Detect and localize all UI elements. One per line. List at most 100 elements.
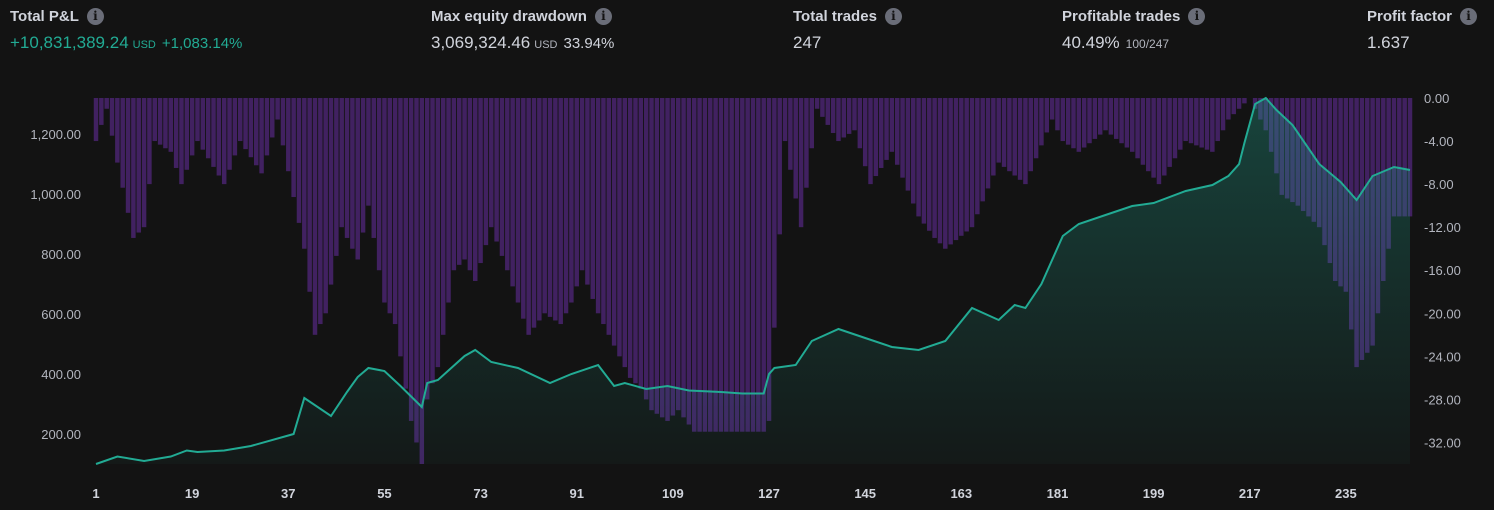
info-icon[interactable]: i <box>86 8 104 25</box>
drawdown-bar <box>221 98 227 185</box>
drawdown-bar <box>1023 98 1028 185</box>
drawdown-bar <box>1156 98 1162 185</box>
drawdown-bar <box>1210 98 1215 152</box>
drawdown-bar <box>574 98 579 287</box>
drawdown-bar <box>526 98 531 335</box>
drawdown-bar <box>125 98 131 213</box>
equity-area <box>96 98 1410 464</box>
drawdown-bar <box>387 98 393 314</box>
stat-value: 1.637 <box>1367 33 1410 52</box>
drawdown-bar <box>1097 98 1103 135</box>
drawdown-bar <box>515 98 521 303</box>
stat-value: 40.49% <box>1062 33 1120 52</box>
drawdown-bar <box>697 98 702 432</box>
drawdown-bar <box>1033 98 1039 159</box>
drawdown-bar <box>884 98 889 160</box>
drawdown-bar <box>494 98 499 242</box>
drawdown-bar <box>1039 98 1044 146</box>
x-axis: 1 19 37 55 73 91 109 127 145 163 181 199 217 235 <box>92 486 1356 501</box>
drawdown-bar <box>1215 98 1220 142</box>
stat-unit: USD <box>132 39 156 51</box>
drawdown-bar <box>1391 98 1397 217</box>
drawdown-bar <box>841 98 847 138</box>
x-tick-label: 19 <box>185 486 199 501</box>
stats-bar: Total P&L i +10,831,389.24 USD +1,083.14% … <box>0 0 1494 70</box>
drawdown-bar <box>339 98 344 228</box>
drawdown-bar <box>152 98 157 142</box>
drawdown-bar <box>659 98 665 418</box>
drawdown-bar <box>1076 98 1082 152</box>
drawdown-bar <box>537 98 542 321</box>
drawdown-bar <box>921 98 927 224</box>
drawdown-bar <box>996 98 1001 163</box>
stat-label: Profitable trades <box>1062 8 1181 25</box>
drawdown-bar <box>510 98 515 287</box>
drawdown-bar <box>456 98 462 265</box>
drawdown-bar <box>1407 98 1413 217</box>
drawdown-bar <box>1119 98 1124 144</box>
drawdown-bar <box>633 98 638 384</box>
drawdown-bar <box>270 98 275 138</box>
x-tick-label: 163 <box>950 486 972 501</box>
x-tick-label: 55 <box>377 486 391 501</box>
drawdown-bar <box>927 98 932 231</box>
drawdown-bar <box>227 98 232 170</box>
drawdown-bar <box>1183 98 1188 142</box>
drawdown-bar <box>355 98 360 260</box>
drawdown-bar <box>563 98 569 314</box>
drawdown-bar <box>1236 98 1242 109</box>
drawdown-bar <box>1124 98 1130 148</box>
drawdown-bar <box>1055 98 1060 131</box>
info-icon[interactable]: i <box>1188 8 1206 25</box>
drawdown-bar <box>163 98 168 149</box>
drawdown-bar <box>232 98 238 156</box>
drawdown-bar <box>793 98 798 199</box>
drawdown-bar <box>1220 98 1226 131</box>
drawdown-bar <box>558 98 563 325</box>
drawdown-bar <box>1113 98 1119 139</box>
drawdown-bar <box>115 98 120 163</box>
drawdown-bar <box>670 98 676 416</box>
right-tick-label: -16.00 <box>1424 263 1461 278</box>
drawdown-bar <box>713 98 718 432</box>
drawdown-bar <box>1204 98 1210 150</box>
drawdown-bar <box>243 98 248 150</box>
drawdown-bar <box>451 98 457 271</box>
drawdown-bar <box>467 98 473 271</box>
drawdown-bar <box>862 98 868 167</box>
drawdown-bar <box>734 98 740 432</box>
drawdown-bar <box>809 98 814 149</box>
drawdown-bar <box>307 98 312 292</box>
drawdown-bar <box>1397 98 1402 217</box>
stat-sub: 33.94% <box>563 35 615 52</box>
drawdown-bar <box>718 98 724 432</box>
drawdown-bar <box>585 98 590 285</box>
drawdown-bar <box>318 98 323 325</box>
drawdown-bar <box>1146 98 1151 172</box>
info-icon[interactable]: i <box>594 8 612 25</box>
drawdown-bar <box>975 98 980 215</box>
drawdown-bar <box>547 98 553 317</box>
drawdown-bar <box>136 98 141 233</box>
drawdown-bar <box>601 98 606 325</box>
drawdown-bar <box>1092 98 1098 139</box>
drawdown-bar <box>200 98 206 150</box>
left-tick-label: 1,000.00 <box>30 187 81 202</box>
drawdown-bar <box>1108 98 1114 135</box>
drawdown-bar <box>654 98 660 414</box>
drawdown-bar <box>168 98 174 152</box>
drawdown-bar <box>788 98 793 170</box>
info-icon[interactable]: i <box>884 8 902 25</box>
drawdown-bar <box>403 98 409 389</box>
x-tick-label: 109 <box>662 486 684 501</box>
drawdown-bar <box>953 98 959 241</box>
info-icon[interactable]: i <box>1460 8 1478 25</box>
drawdown-bar <box>179 98 184 185</box>
drawdown-bar <box>147 98 152 185</box>
x-tick-label: 235 <box>1335 486 1357 501</box>
drawdown-bar <box>505 98 510 271</box>
drawdown-bar <box>280 98 286 146</box>
drawdown-bar <box>430 98 435 384</box>
drawdown-bar <box>205 98 211 159</box>
